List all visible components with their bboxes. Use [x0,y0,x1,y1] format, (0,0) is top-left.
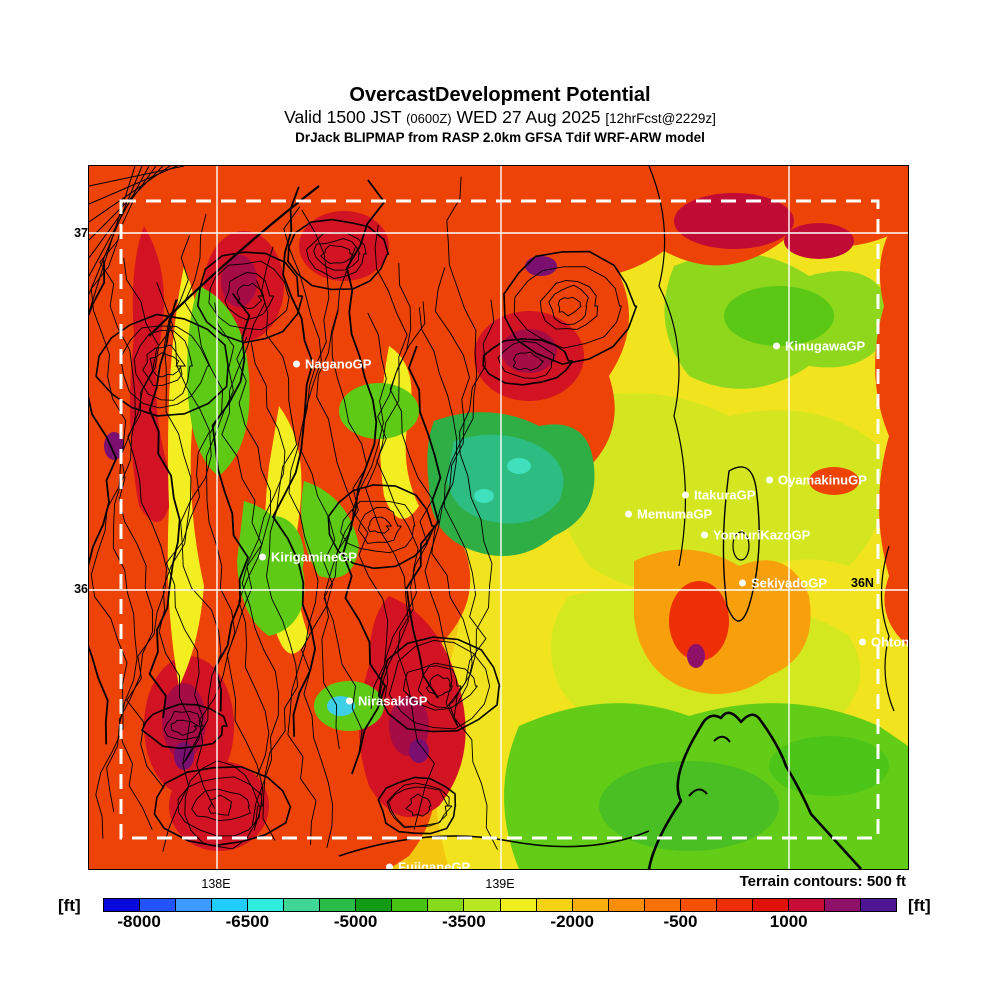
valid-zulu: (0600Z) [406,111,452,126]
colorbar-segment [500,899,537,911]
station-label: KinugawaGP [785,338,866,354]
colorbar-segment [392,899,429,911]
valid-date: WED 27 Aug 2025 [451,107,606,127]
colorbar-segment [428,899,465,911]
lon-label-bottom-138e: 138E [201,877,231,891]
station-marker: NirasakiGP [346,694,427,709]
colorbar-tick-label: -8000 [117,912,161,931]
station-marker: NaganoGP [293,357,371,372]
station-dot-icon [739,579,746,587]
colorbar-segment [572,899,609,911]
station-dot-icon [773,342,780,350]
lon-label-bottom-139e: 139E [485,877,515,891]
map-art [89,166,908,869]
station-label: NirasakiGP [358,693,428,709]
colorbar-segment [212,899,249,911]
valid-prefix: Valid 1500 JST [284,107,407,127]
station-label: Ohtone [871,634,909,650]
station-dot-icon [625,510,632,518]
station-label: NaganoGP [305,356,372,372]
station-label: FujiganeGP [398,859,471,870]
model-line: DrJack BLIPMAP from RASP 2.0km GFSA Tdif… [295,130,705,145]
station-dot-icon [766,476,773,484]
station-dot-icon [346,697,353,705]
colorbar-segment [464,899,501,911]
station-marker: YomiuriKazoGP [701,528,810,543]
colorbar-segment [356,899,393,911]
station-marker: KirigamineGP [259,550,357,565]
colorbar-segment [176,899,213,911]
station-dot-icon [682,491,689,499]
station-dot-icon [293,360,300,368]
station-marker: KinugawaGP [773,339,865,354]
station-dot-icon [386,863,393,869]
colorbar-segment [248,899,285,911]
colorbar-tick-label: -6500 [225,912,270,931]
graticule [89,166,908,869]
colorbar-segment [644,899,681,911]
station-label: YomiuriKazoGP [713,527,811,543]
colorbar-segment [284,899,321,911]
valid-line: Valid 1500 JST (0600Z) WED 27 Aug 2025 [… [0,107,1000,128]
station-label: KirigamineGP [271,549,357,565]
station-dot-icon [859,638,866,646]
terrain-contour-lines [89,166,638,852]
colorbar-unit-right: [ft] [908,896,931,915]
colorbar-segment [716,899,753,911]
boundary-lines [148,166,895,869]
colorbar-tick-label: -2000 [550,912,594,931]
colorbar-segment [788,899,825,911]
station-dot-icon [259,553,266,561]
colorbar-tick-label: -5000 [333,912,378,931]
station-label: SekiyadoGP [751,575,827,591]
station-marker: OyamakinuGP [766,473,867,488]
station-label: MemumaGP [637,506,713,522]
terrain-contours-note: Terrain contours: 500 ft [739,873,906,890]
field-colors [89,166,908,869]
colorbar-segment [680,899,717,911]
colorbar-segment [536,899,573,911]
colorbar-segment [140,899,177,911]
page-title: OvercastDevelopment Potential [349,84,651,106]
station-marker: FujiganeGP [386,859,471,870]
colorbar-segment [104,899,141,911]
valid-fcst: [12hrFcst@2229z] [605,111,716,126]
domain-dashed-box [119,199,880,840]
colorbar-segment [860,899,897,911]
colorbar-tick-label: -3500 [442,912,486,931]
colorbar-segment [320,899,357,911]
colorbar [103,898,897,912]
colorbar-unit-left: [ft] [58,896,81,915]
station-label: OyamakinuGP [778,472,867,488]
colorbar-tick-label: 1000 [769,912,808,931]
forecast-map: NaganoGP KinugawaGP OyamakinuGP ItakuraGP Me… [88,165,909,870]
colorbar-segment [824,899,861,911]
station-marker: Ohtone [859,634,909,650]
colorbar-segment [752,899,789,911]
station-marker: ItakuraGP [682,488,755,503]
lat-label-right-36n: 36N [851,576,874,590]
colorbar-segment [608,899,645,911]
station-marker: SekiyadoGP [739,576,827,591]
station-marker: MemumaGP [625,507,712,522]
station-label: ItakuraGP [694,487,756,503]
colorbar-tick-label: -500 [663,912,698,931]
station-dot-icon [701,531,708,539]
